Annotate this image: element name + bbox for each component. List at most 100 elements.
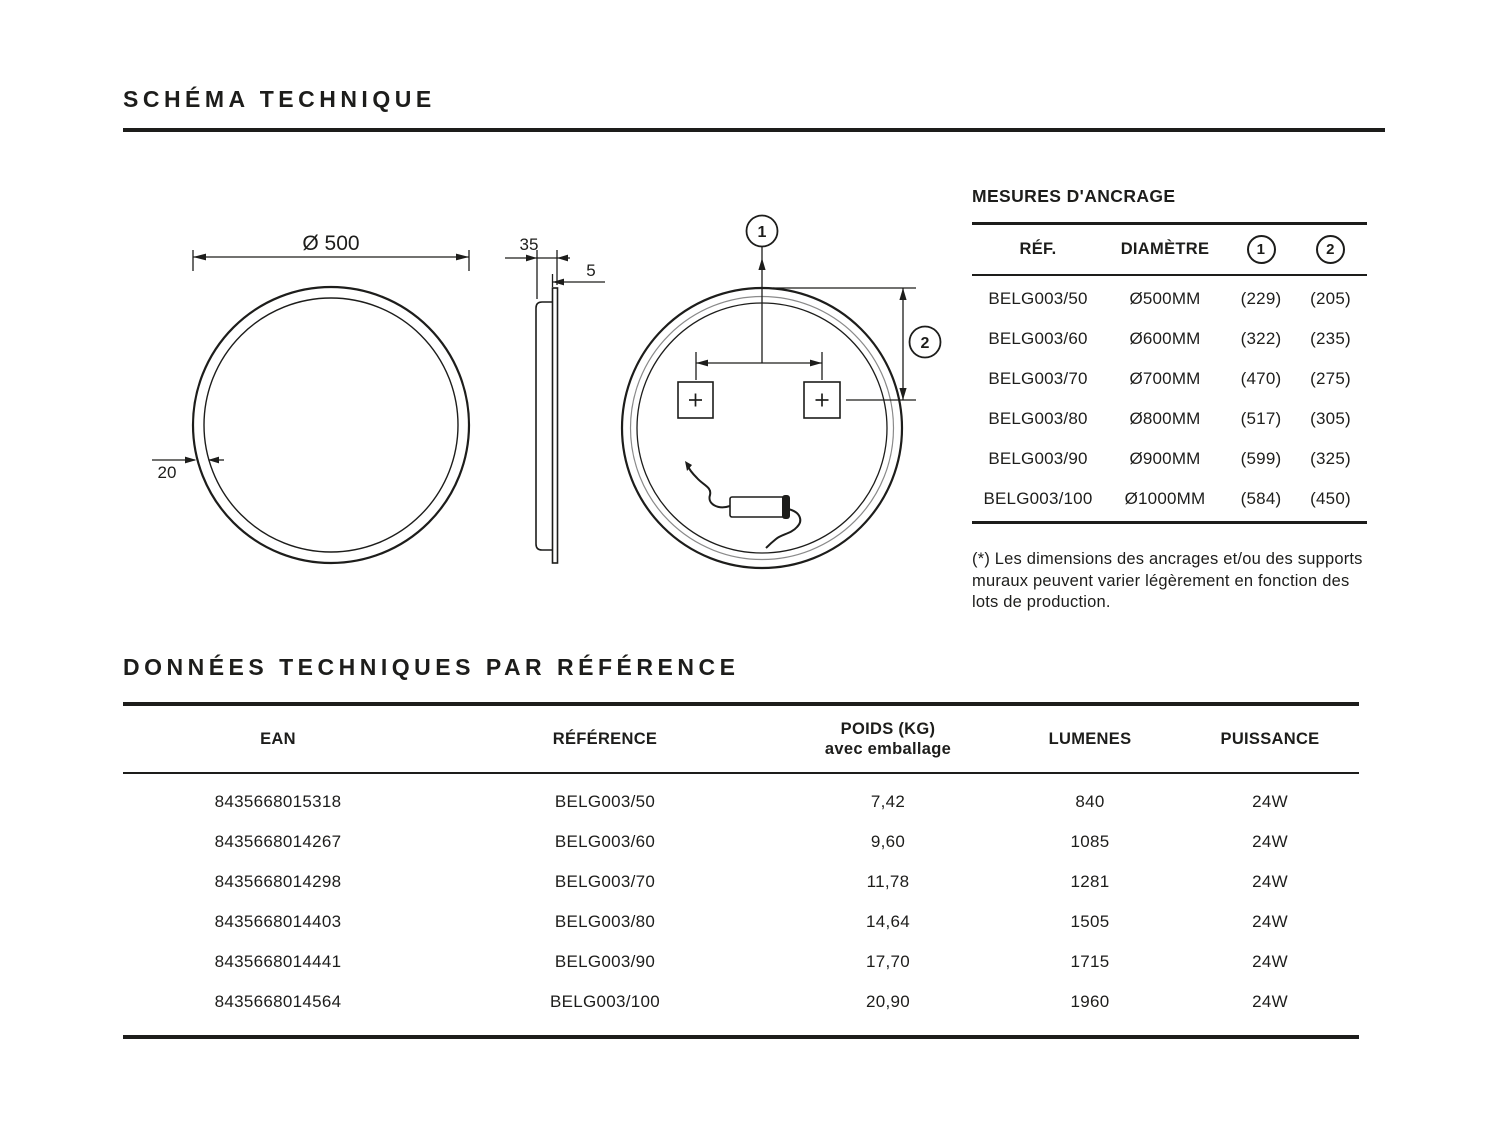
- cell-d1: (470): [1240, 369, 1282, 388]
- cell-weight: 11,78: [866, 872, 910, 891]
- cell-weight: 20,90: [865, 992, 911, 1011]
- col-reference: RÉFÉRENCE: [552, 730, 658, 748]
- cell-lumens: 1085: [1070, 832, 1110, 851]
- table-row: BELG003/60 Ø600MM (322) (235): [972, 319, 1367, 359]
- col-weight: POIDS (KG) avec emballage: [825, 719, 951, 759]
- col-ref: RÉF.: [1019, 240, 1057, 258]
- cell-d2: (305): [1310, 409, 1351, 428]
- cell-power: 24W: [1252, 872, 1288, 891]
- back-middle-circle: [629, 295, 895, 561]
- cell-reference: BELG003/70: [554, 872, 656, 891]
- table-row: 8435668014267 BELG003/60 9,60 1085 24W: [123, 822, 1359, 862]
- cell-ean: 8435668014564: [214, 992, 342, 1011]
- col-weight-line2: avec emballage: [824, 740, 952, 758]
- front-view: [191, 285, 471, 565]
- cell-ref: BELG003/90: [988, 449, 1088, 468]
- table-row: 8435668014564 BELG003/100 20,90 1960 24W: [123, 982, 1359, 1022]
- section-title-schema-technique: SCHÉMA TECHNIQUE: [123, 86, 436, 112]
- cell-d1: (229): [1240, 289, 1282, 308]
- anchor-table: RÉF. DIAMÈTRE 1 2 BELG003/50 Ø500MM (229…: [972, 222, 1367, 524]
- cell-diameter: Ø1000MM: [1124, 489, 1206, 508]
- driver-cable-right: [765, 508, 802, 549]
- cell-reference: BELG003/80: [554, 912, 656, 931]
- driver-cap: [782, 495, 790, 519]
- callout-2-label: 2: [921, 335, 930, 352]
- front-edge-label: 20: [158, 463, 177, 482]
- anchor-height-dimension: [773, 287, 916, 401]
- anchor-spacing-dimension: [695, 247, 823, 380]
- cell-lumens: 1281: [1070, 872, 1110, 891]
- table-row: BELG003/90 Ø900MM (599) (325): [972, 439, 1367, 479]
- col-callout-2: 2: [1316, 235, 1345, 264]
- anchor-table-title: MESURES D'ANCRAGE: [972, 186, 1176, 206]
- col-lumens: LUMENES: [1048, 730, 1132, 748]
- callout-1-circle: [745, 214, 779, 248]
- cell-ref: BELG003/70: [988, 369, 1088, 388]
- cell-ean: 8435668014298: [214, 872, 342, 891]
- anchor-measures-section: MESURES D'ANCRAGE RÉF. DIAMÈTRE 1 2 BELG…: [972, 186, 1367, 614]
- cell-diameter: Ø800MM: [1129, 409, 1201, 428]
- cell-reference: BELG003/50: [554, 792, 656, 811]
- technical-data-table: EAN RÉFÉRENCE POIDS (KG) avec emballage …: [123, 702, 1359, 1039]
- front-edge-dimension: [152, 456, 224, 464]
- anchor-plate-right: [803, 381, 841, 419]
- table-row: 8435668014403 BELG003/80 14,64 1505 24W: [123, 902, 1359, 942]
- cell-d1: (517): [1240, 409, 1282, 428]
- back-outer-circle: [620, 286, 904, 570]
- mirror-outer-circle: [191, 285, 471, 565]
- side-frame: [535, 301, 553, 551]
- cell-d2: (450): [1310, 489, 1351, 508]
- cell-d2: (275): [1310, 369, 1351, 388]
- data-table-body: 8435668015318 BELG003/50 7,42 840 24W 84…: [123, 774, 1359, 1039]
- table-row: 8435668014298 BELG003/70 11,78 1281 24W: [123, 862, 1359, 902]
- section-title-donnees-techniques: DONNÉES TECHNIQUES PAR RÉFÉRENCE: [123, 654, 740, 680]
- side-depth-dimension: [505, 250, 570, 299]
- front-diameter-dimension: [192, 250, 470, 271]
- table-row: BELG003/70 Ø700MM (470) (275): [972, 359, 1367, 399]
- cell-reference: BELG003/100: [549, 992, 661, 1011]
- cell-lumens: 840: [1075, 792, 1105, 811]
- led-driver: [685, 461, 802, 549]
- table-row: BELG003/80 Ø800MM (517) (305): [972, 399, 1367, 439]
- table-row: BELG003/100 Ø1000MM (584) (450): [972, 479, 1367, 519]
- side-glass: [551, 287, 559, 564]
- cell-ref: BELG003/50: [988, 289, 1088, 308]
- cell-d1: (599): [1240, 449, 1282, 468]
- anchor-footnote: (*) Les dimensions des ancrages et/ou de…: [972, 550, 1363, 611]
- callout-2-circle: [908, 325, 942, 359]
- table-row: 8435668014441 BELG003/90 17,70 1715 24W: [123, 942, 1359, 982]
- cell-ref: BELG003/100: [983, 489, 1093, 508]
- cell-lumens: 1960: [1070, 992, 1110, 1011]
- cable-tip: [685, 461, 692, 471]
- back-view: [620, 286, 904, 570]
- cell-ref: BELG003/80: [988, 409, 1088, 428]
- table-row: 8435668015318 BELG003/50 7,42 840 24W: [123, 782, 1359, 822]
- anchor-plates: [677, 381, 841, 419]
- cell-ean: 8435668015318: [214, 792, 342, 811]
- table-row: BELG003/50 Ø500MM (229) (205): [972, 279, 1367, 319]
- col-diametre: DIAMÈTRE: [1120, 240, 1210, 258]
- cell-power: 24W: [1252, 792, 1288, 811]
- data-table-header: EAN RÉFÉRENCE POIDS (KG) avec emballage …: [123, 706, 1359, 774]
- cell-reference: BELG003/60: [554, 832, 656, 851]
- side-depth-label: 35: [520, 235, 539, 254]
- cell-d2: (325): [1310, 449, 1351, 468]
- cell-diameter: Ø600MM: [1129, 329, 1201, 348]
- screw-cross-right: [815, 393, 829, 407]
- col-power: PUISSANCE: [1220, 730, 1320, 748]
- cell-d1: (584): [1240, 489, 1282, 508]
- cell-d2: (205): [1310, 289, 1351, 308]
- cell-lumens: 1505: [1070, 912, 1110, 931]
- front-diameter-label: Ø 500: [302, 232, 359, 255]
- cell-diameter: Ø500MM: [1129, 289, 1201, 308]
- cell-ean: 8435668014403: [214, 912, 342, 931]
- cell-ean: 8435668014267: [214, 832, 342, 851]
- side-glass-dimension: [551, 274, 605, 287]
- cell-power: 24W: [1252, 832, 1288, 851]
- cell-weight: 7,42: [870, 792, 906, 811]
- cell-power: 24W: [1252, 952, 1288, 971]
- side-view: [535, 287, 559, 564]
- anchor-table-header: RÉF. DIAMÈTRE 1 2: [972, 225, 1367, 276]
- cell-ref: BELG003/60: [988, 329, 1088, 348]
- col-callout-1: 1: [1246, 235, 1276, 264]
